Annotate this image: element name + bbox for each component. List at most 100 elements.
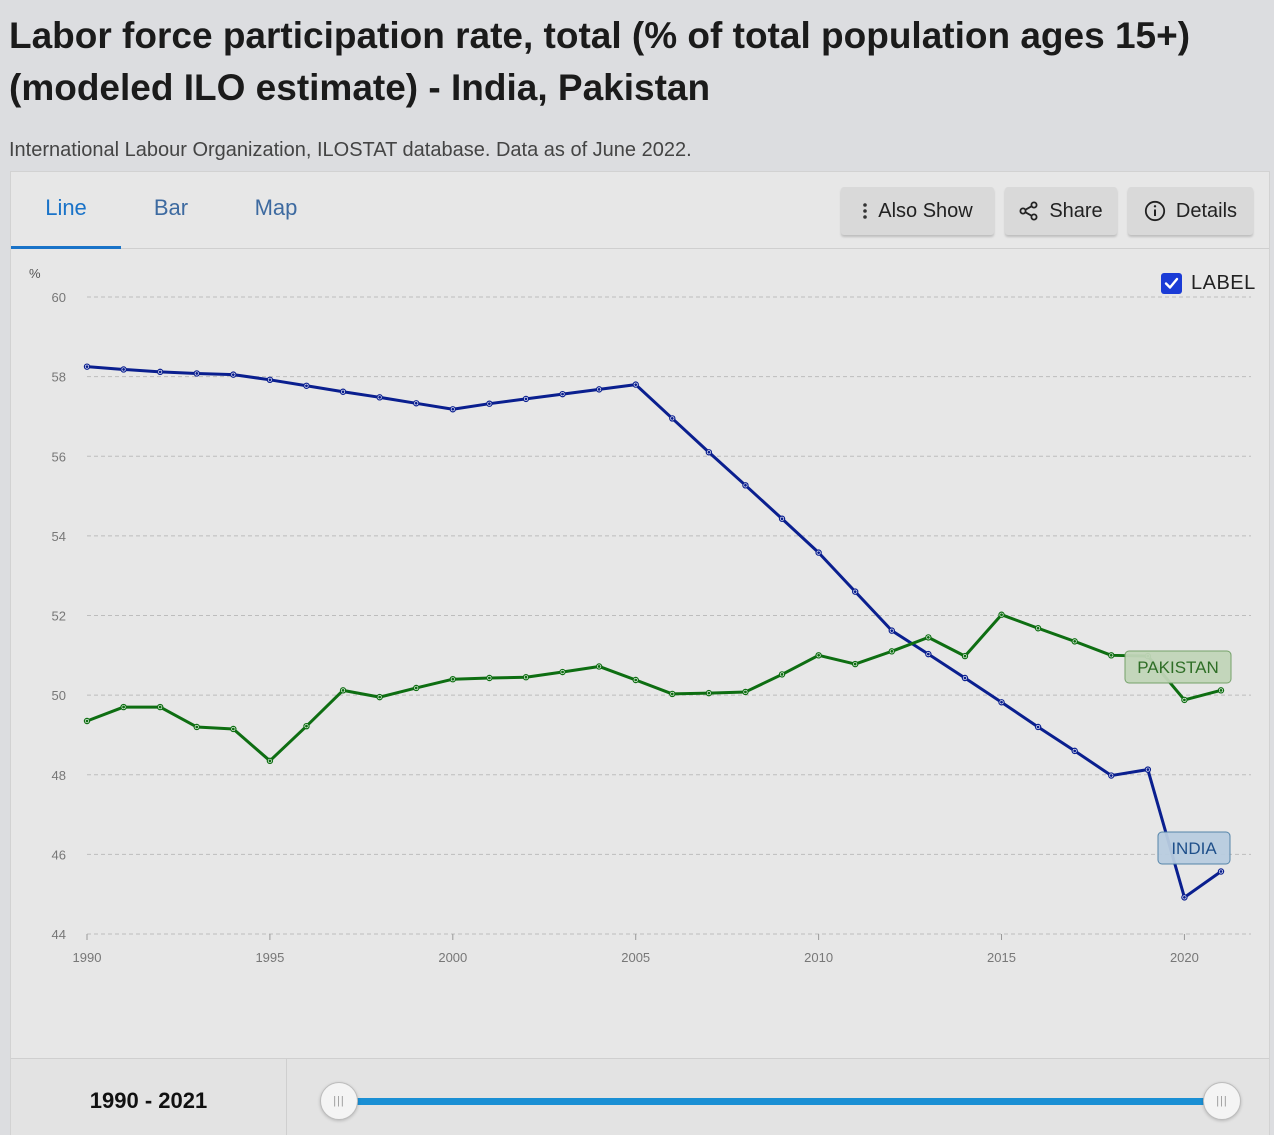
year-range: 1990 - 2021 — [11, 1059, 287, 1135]
pakistan-data-point-core — [268, 759, 272, 763]
pakistan-data-point-core — [122, 705, 125, 709]
pakistan-series-label: PAKISTAN — [1137, 658, 1219, 677]
share-label: Share — [1049, 200, 1103, 222]
india-data-point-core — [707, 450, 711, 454]
pakistan-data-point-core — [305, 724, 308, 728]
india-data-point-core — [195, 372, 199, 375]
pakistan-data-point-core — [963, 654, 967, 658]
india-data-point-core — [744, 483, 747, 487]
page-title: Labor force participation rate, total (%… — [9, 15, 1191, 108]
pakistan-data-point-core — [1000, 613, 1003, 617]
pakistan-data-point-core — [451, 677, 455, 681]
pakistan-data-point-core — [926, 635, 930, 639]
y-tick-label: 54 — [52, 529, 66, 544]
label-toggle-text: LABEL — [1191, 272, 1256, 294]
india-data-point-core — [853, 590, 857, 594]
india-data-point-core — [414, 401, 418, 405]
x-tick-label: 2010 — [804, 950, 833, 965]
share-button[interactable]: Share — [1005, 187, 1117, 235]
pakistan-data-point-core — [1219, 688, 1223, 692]
tab-map[interactable]: Map — [254, 195, 298, 220]
pakistan-data-point-core — [1183, 698, 1186, 702]
india-data-point-core — [780, 517, 784, 521]
india-data-point-core — [817, 551, 821, 554]
y-tick-label: 44 — [52, 927, 66, 942]
pakistan-data-point-core — [1109, 653, 1113, 657]
range-start-handle[interactable]: ||| — [320, 1082, 358, 1120]
india-data-point-core — [634, 383, 638, 386]
pakistan-data-point-core — [780, 673, 784, 676]
x-tick-label: 2005 — [621, 950, 650, 965]
tab-line[interactable]: Line — [11, 172, 121, 249]
info-icon — [1144, 200, 1166, 222]
range-end-handle[interactable]: ||| — [1203, 1082, 1241, 1120]
india-data-point-core — [231, 373, 235, 377]
pakistan-data-point-core — [231, 727, 235, 731]
y-tick-label: 60 — [52, 290, 66, 305]
pakistan-data-point-core — [817, 653, 821, 657]
pakistan-label-box — [1124, 650, 1232, 684]
pakistan-data-point-core — [890, 649, 894, 653]
also-show-button[interactable]: Also Show — [841, 187, 994, 235]
pakistan-data-point-core — [158, 705, 162, 709]
india-data-point-core — [268, 378, 272, 382]
x-tick-label: 2015 — [987, 950, 1016, 965]
y-tick-label: 48 — [52, 768, 66, 783]
india-data-point-core — [1109, 774, 1113, 777]
india-data-point-core — [451, 407, 455, 411]
more-vertical-icon — [863, 203, 868, 219]
india-data-point-core — [85, 365, 89, 369]
range-footer: 1990 - 2021 ||| ||| — [11, 1058, 1269, 1135]
india-data-point-core — [926, 652, 930, 656]
x-tick-label: 2020 — [1170, 950, 1199, 965]
share-icon — [1019, 201, 1038, 221]
range-slider-track[interactable] — [341, 1098, 1221, 1105]
india-data-point-core — [158, 370, 162, 374]
y-tick-label: 58 — [52, 370, 66, 385]
india-label-box — [1157, 831, 1231, 865]
details-button[interactable]: Details — [1128, 187, 1253, 235]
india-data-point-core — [963, 676, 967, 680]
pakistan-data-point-core — [524, 675, 528, 679]
chart-panel: Line Bar Map Also Show Share — [10, 171, 1270, 1135]
india-data-point-core — [890, 629, 894, 633]
india-data-point-core — [1183, 895, 1186, 899]
india-data-point-core — [561, 392, 564, 396]
pakistan-data-point-core — [1073, 639, 1077, 643]
india-data-point-core — [122, 368, 125, 371]
pakistan-data-point-core — [378, 695, 382, 699]
india-series-line — [86, 365, 1222, 899]
x-tick-label: 2000 — [438, 950, 467, 965]
y-tick-label: 50 — [52, 688, 66, 703]
line-chart: % 44 46 48 50 52 54 56 58 60 1990 1995 2000 2005 2010 2… — [29, 266, 1251, 965]
label-checkbox[interactable] — [1161, 273, 1182, 294]
india-data-point-core — [1073, 749, 1077, 753]
pakistan-data-point-core — [561, 670, 564, 674]
details-label: Details — [1175, 200, 1238, 222]
pakistan-data-point-core — [707, 691, 711, 695]
x-tick-label: 1990 — [73, 950, 102, 965]
india-data-point-core — [1000, 700, 1003, 704]
india-data-point-core — [597, 387, 601, 391]
y-tick-label: 46 — [52, 847, 66, 862]
pakistan-data-point-core — [85, 719, 89, 723]
pakistan-data-point-core — [853, 662, 857, 666]
source-note: International Labour Organization, ILOST… — [9, 139, 692, 161]
india-data-point-core — [378, 395, 382, 399]
pakistan-series-line — [86, 613, 1222, 763]
label-toggle[interactable]: LABEL — [1161, 272, 1256, 295]
x-tick-label: 1995 — [255, 950, 284, 965]
pakistan-data-point-core — [487, 676, 491, 680]
pakistan-data-point-core — [634, 678, 638, 682]
india-data-point-core — [341, 390, 345, 394]
india-data-point-core — [1219, 870, 1223, 873]
y-tick-label: 52 — [52, 609, 66, 624]
pakistan-data-point-core — [670, 692, 674, 696]
checkmark-icon — [1164, 277, 1179, 289]
tab-bar: Line Bar Map Also Show Share — [11, 172, 1269, 249]
india-data-point-core — [305, 384, 308, 388]
india-data-point-core — [670, 417, 674, 420]
tab-bar-chart[interactable]: Bar — [153, 195, 189, 220]
india-series-label: INDIA — [1171, 839, 1217, 858]
pakistan-data-point-core — [744, 690, 747, 694]
